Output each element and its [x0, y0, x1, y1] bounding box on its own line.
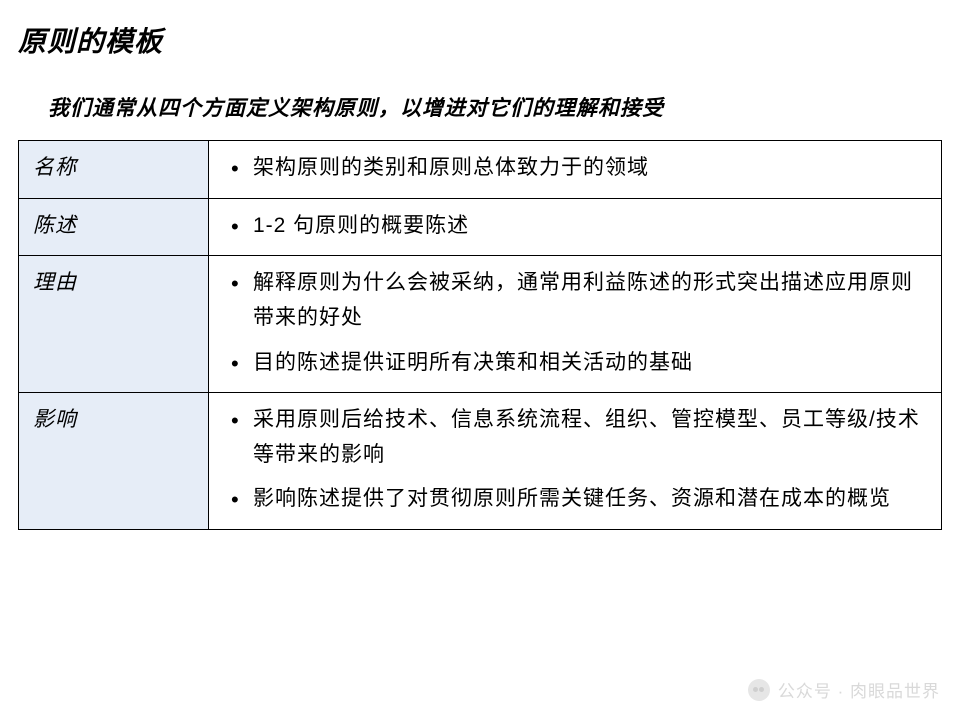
table-row: 影响 采用原则后给技术、信息系统流程、组织、管控模型、员工等级/技术等带来的影响…: [19, 393, 942, 530]
row-label: 影响: [19, 393, 209, 530]
principles-table: 名称 架构原则的类别和原则总体致力于的领域 陈述 1-2 句原则的概要陈述 理由…: [18, 140, 942, 530]
page-title: 原则的模板: [0, 0, 960, 60]
row-label: 陈述: [19, 198, 209, 256]
row-label: 理由: [19, 256, 209, 393]
row-content: 解释原则为什么会被采纳，通常用利益陈述的形式突出描述应用原则带来的好处 目的陈述…: [209, 256, 942, 393]
row-content: 架构原则的类别和原则总体致力于的领域: [209, 141, 942, 199]
subtitle: 我们通常从四个方面定义架构原则，以增进对它们的理解和接受: [0, 60, 960, 140]
bullet-item: 影响陈述提供了对贯彻原则所需关键任务、资源和潜在成本的概览: [225, 482, 925, 517]
bullet-item: 架构原则的类别和原则总体致力于的领域: [225, 151, 925, 186]
bullet-item: 采用原则后给技术、信息系统流程、组织、管控模型、员工等级/技术等带来的影响: [225, 403, 925, 472]
watermark-text: 公众号 · 肉眼品世界: [778, 677, 940, 702]
row-content: 1-2 句原则的概要陈述: [209, 198, 942, 256]
wechat-icon: [748, 679, 770, 701]
bullet-item: 解释原则为什么会被采纳，通常用利益陈述的形式突出描述应用原则带来的好处: [225, 266, 925, 335]
watermark: 公众号 · 肉眼品世界: [748, 677, 940, 702]
bullet-item: 目的陈述提供证明所有决策和相关活动的基础: [225, 346, 925, 381]
table-row: 理由 解释原则为什么会被采纳，通常用利益陈述的形式突出描述应用原则带来的好处 目…: [19, 256, 942, 393]
table-row: 陈述 1-2 句原则的概要陈述: [19, 198, 942, 256]
table-row: 名称 架构原则的类别和原则总体致力于的领域: [19, 141, 942, 199]
row-content: 采用原则后给技术、信息系统流程、组织、管控模型、员工等级/技术等带来的影响 影响…: [209, 393, 942, 530]
row-label: 名称: [19, 141, 209, 199]
bullet-item: 1-2 句原则的概要陈述: [225, 209, 925, 244]
